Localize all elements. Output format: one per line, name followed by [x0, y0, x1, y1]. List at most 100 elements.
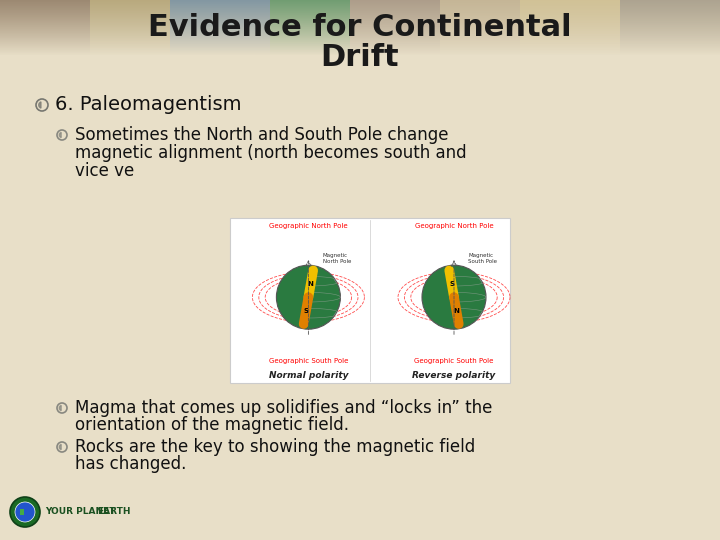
Bar	[620, 13, 720, 14]
Bar	[0, 9, 90, 10]
Bar	[270, 54, 350, 55]
Bar	[0, 54, 720, 55]
Bar	[90, 31, 170, 32]
Bar	[0, 42, 720, 43]
Bar	[520, 17, 620, 18]
Bar	[0, 47, 720, 48]
Text: N: N	[454, 308, 459, 314]
Bar	[440, 31, 520, 32]
Bar	[0, 49, 90, 50]
Bar	[620, 15, 720, 16]
Bar	[0, 22, 90, 23]
Bar	[0, 17, 720, 18]
Bar	[0, 51, 720, 52]
Bar	[0, 14, 720, 15]
Bar	[520, 44, 620, 45]
Bar	[0, 31, 90, 32]
Bar	[620, 27, 720, 28]
Bar	[170, 42, 270, 43]
Bar	[170, 36, 270, 37]
Bar	[270, 28, 350, 29]
Bar	[90, 27, 170, 28]
Bar	[520, 39, 620, 40]
Bar	[170, 43, 270, 44]
Bar	[270, 10, 350, 11]
Bar	[620, 9, 720, 10]
Bar	[170, 24, 270, 25]
Text: YOUR PLANET: YOUR PLANET	[45, 508, 115, 516]
Bar	[90, 6, 170, 7]
Bar	[0, 21, 720, 22]
Bar	[0, 45, 90, 46]
Bar	[0, 10, 720, 11]
Bar	[170, 53, 270, 54]
Bar	[350, 41, 440, 42]
Bar	[520, 5, 620, 6]
Bar	[270, 33, 350, 34]
Bar	[520, 11, 620, 12]
Bar	[90, 5, 170, 6]
Bar	[90, 19, 170, 20]
Bar	[170, 54, 270, 55]
Bar	[170, 12, 270, 13]
Bar	[440, 52, 520, 53]
Bar	[350, 48, 440, 49]
Bar	[620, 21, 720, 22]
Bar	[270, 39, 350, 40]
Bar	[350, 14, 440, 15]
Bar	[620, 11, 720, 12]
Bar	[620, 47, 720, 48]
Bar	[90, 39, 170, 40]
Bar	[350, 39, 440, 40]
Bar	[620, 41, 720, 42]
Bar	[440, 13, 520, 14]
Bar	[620, 46, 720, 47]
Bar	[350, 11, 440, 12]
Bar	[270, 2, 350, 3]
Bar	[520, 50, 620, 51]
Bar	[270, 16, 350, 17]
Bar	[270, 35, 350, 36]
Bar	[170, 18, 270, 19]
Bar	[170, 7, 270, 8]
Bar	[90, 40, 170, 41]
Bar	[350, 15, 440, 16]
Text: Reverse polarity: Reverse polarity	[413, 370, 495, 380]
Bar	[0, 33, 90, 34]
Bar	[350, 26, 440, 27]
Bar	[0, 47, 90, 48]
Bar	[350, 20, 440, 21]
Bar	[90, 48, 170, 49]
Bar	[270, 43, 350, 44]
Bar	[0, 12, 720, 13]
Bar	[170, 38, 270, 39]
Bar	[0, 4, 90, 5]
Bar	[170, 52, 270, 53]
Bar	[90, 1, 170, 2]
Bar	[520, 31, 620, 32]
Bar	[620, 33, 720, 34]
Bar	[0, 24, 720, 25]
Bar	[270, 26, 350, 27]
Bar	[440, 21, 520, 22]
Bar	[520, 47, 620, 48]
Bar	[170, 10, 270, 11]
Bar	[520, 10, 620, 11]
Bar	[440, 42, 520, 43]
Bar	[440, 20, 520, 21]
Bar	[90, 2, 170, 3]
Bar	[520, 0, 620, 1]
Bar	[350, 12, 440, 13]
Bar	[520, 19, 620, 20]
Bar	[90, 12, 170, 13]
Bar	[0, 11, 720, 12]
Bar	[230, 218, 510, 383]
Bar	[620, 49, 720, 50]
Bar	[350, 10, 440, 11]
Bar	[170, 48, 270, 49]
Bar	[350, 40, 440, 41]
Bar	[0, 50, 90, 51]
Polygon shape	[39, 102, 41, 108]
Bar	[520, 12, 620, 13]
Bar	[170, 11, 270, 12]
